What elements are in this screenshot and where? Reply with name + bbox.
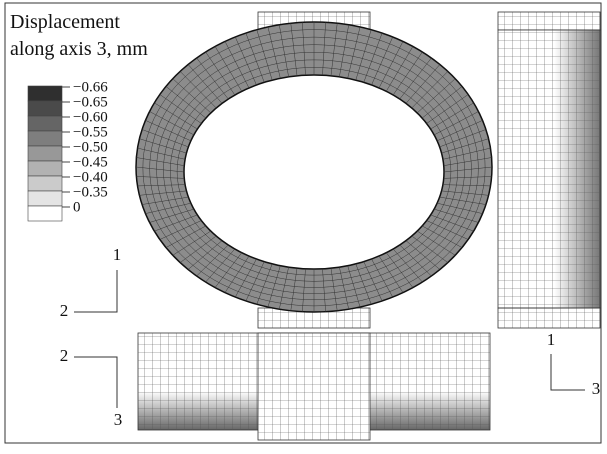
legend: −0.66−0.65−0.60−0.55−0.50−0.45−0.40−0.35… [28,79,108,221]
legend-label: −0.35 [73,184,108,200]
figure: Displacement along axis 3, mm −0.66−0.65… [0,0,607,449]
legend-swatch [28,146,62,161]
legend-swatch [28,176,62,191]
legend-swatch [28,101,62,116]
legend-label: −0.66 [73,79,108,95]
front-view [138,333,490,440]
title-line: Displacement [10,11,120,33]
legend-swatch [28,86,62,101]
side-clamp [498,308,600,328]
side-mesh [498,30,600,308]
legend-label: −0.50 [73,139,108,155]
axis-label: 1 [113,245,122,264]
legend-swatch [28,206,62,221]
legend-swatch [28,116,62,131]
side-clamp [498,12,600,30]
legend-swatch [28,131,62,146]
axis-label: 3 [114,410,123,429]
legend-swatch [28,191,62,206]
legend-swatch [28,161,62,176]
axis-label: 3 [592,379,601,398]
legend-label: −0.45 [73,154,108,170]
axis-label: 2 [60,346,69,365]
legend-label: −0.40 [73,169,108,185]
title-line: along axis 3, mm [10,38,148,60]
side-view [498,12,600,328]
axis-label: 1 [547,330,556,349]
front-clamp-mesh [258,333,370,440]
legend-label: −0.60 [73,109,108,125]
legend-label: −0.55 [73,124,108,140]
top-view [136,12,492,328]
legend-label: −0.65 [73,94,108,110]
axis-label: 2 [60,301,69,320]
legend-label: 0 [73,199,81,215]
